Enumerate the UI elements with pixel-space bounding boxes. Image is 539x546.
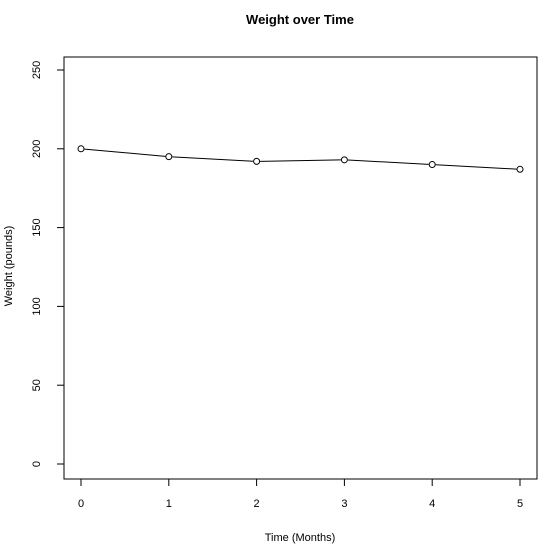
- series-segment: [172, 156, 254, 162]
- y-tick-label: 150: [31, 218, 43, 236]
- y-tick-label: 250: [31, 61, 43, 79]
- x-tick-label: 4: [429, 498, 435, 510]
- data-point: [253, 157, 261, 165]
- series-segment: [347, 159, 429, 165]
- data-point: [516, 165, 524, 173]
- x-axis: 0 1 2 3 4 5: [78, 478, 523, 510]
- x-tick-label: 5: [517, 498, 523, 510]
- x-tick-label: 1: [166, 498, 172, 510]
- series-segment: [84, 148, 166, 157]
- series-segment: [260, 159, 341, 162]
- y-tick-label: 0: [31, 461, 43, 467]
- x-tick-label: 3: [341, 498, 347, 510]
- data-point: [340, 156, 348, 164]
- data-point: [165, 153, 173, 161]
- x-tick-label: 2: [254, 498, 260, 510]
- y-axis: 0 50 100 150 200 250: [31, 61, 65, 467]
- plot-box: [63, 56, 538, 480]
- x-axis-label: Time (Months): [265, 532, 336, 544]
- y-tick-label: 100: [31, 297, 43, 315]
- y-axis-label: Weight (pounds): [3, 226, 15, 307]
- series-line: [77, 145, 524, 173]
- series-segment: [435, 164, 517, 170]
- x-tick-label: 0: [78, 498, 84, 510]
- data-point: [428, 161, 436, 169]
- data-point: [77, 145, 85, 153]
- y-tick-label: 50: [31, 379, 43, 391]
- chart-title: Weight over Time: [246, 12, 354, 27]
- y-tick-label: 200: [31, 140, 43, 158]
